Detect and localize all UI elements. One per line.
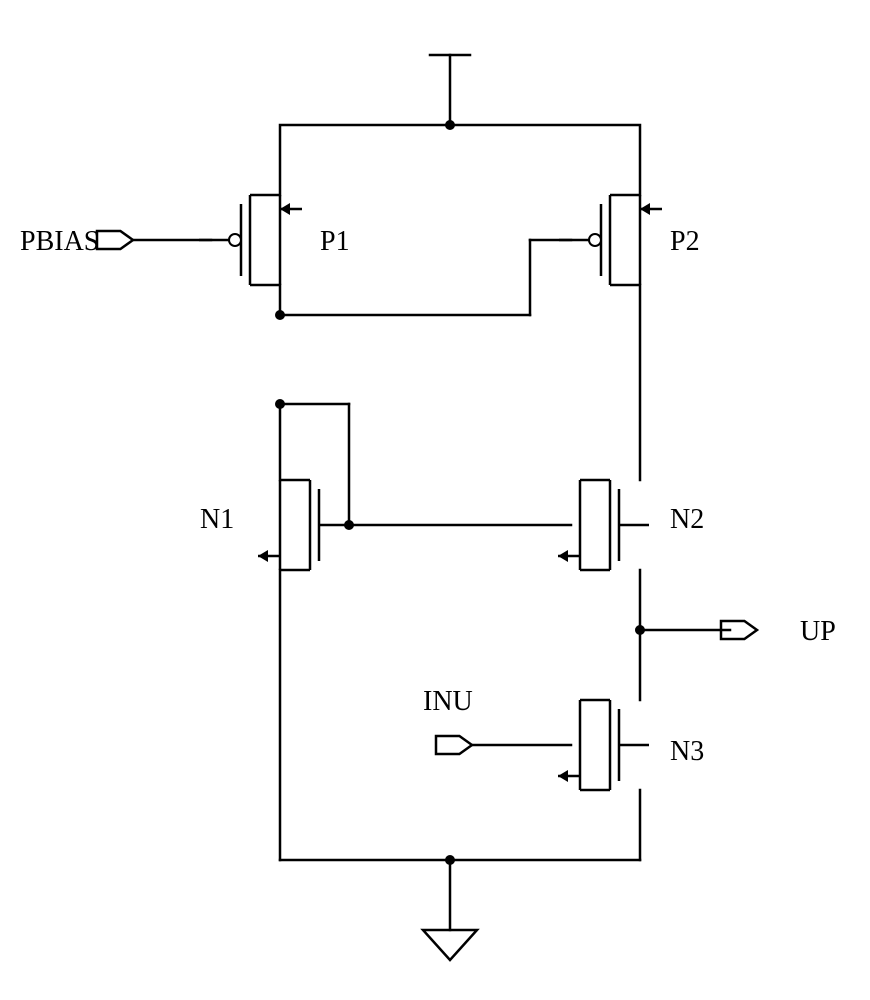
- mos-arrow: [280, 203, 290, 215]
- label-up: UP: [800, 616, 836, 647]
- junction-node: [445, 855, 455, 865]
- mos-arrow: [640, 203, 650, 215]
- label-n2: N2: [670, 504, 704, 535]
- junction-node: [275, 310, 285, 320]
- mos-arrow: [258, 550, 268, 562]
- label-p1: P1: [320, 226, 350, 257]
- label-n3: N3: [670, 736, 704, 767]
- port-in-icon: [436, 736, 472, 754]
- pmos-bubble: [589, 234, 601, 246]
- nmos-n1: [258, 480, 349, 570]
- wire: [450, 125, 640, 195]
- label-inu: INU: [423, 686, 473, 717]
- label-n1: N1: [200, 504, 234, 535]
- junction-node: [275, 399, 285, 409]
- ground-symbol: [423, 930, 477, 960]
- mos-arrow: [558, 770, 568, 782]
- pmos-p2: [559, 195, 662, 285]
- junction-node: [635, 625, 645, 635]
- pmos-p1: [199, 195, 302, 285]
- label-pbias: PBIAS: [20, 226, 99, 257]
- label-p2: P2: [670, 226, 700, 257]
- junction-node: [445, 120, 455, 130]
- pmos-bubble: [229, 234, 241, 246]
- wire: [280, 125, 450, 195]
- mos-arrow: [558, 550, 568, 562]
- port-in-icon: [97, 231, 133, 249]
